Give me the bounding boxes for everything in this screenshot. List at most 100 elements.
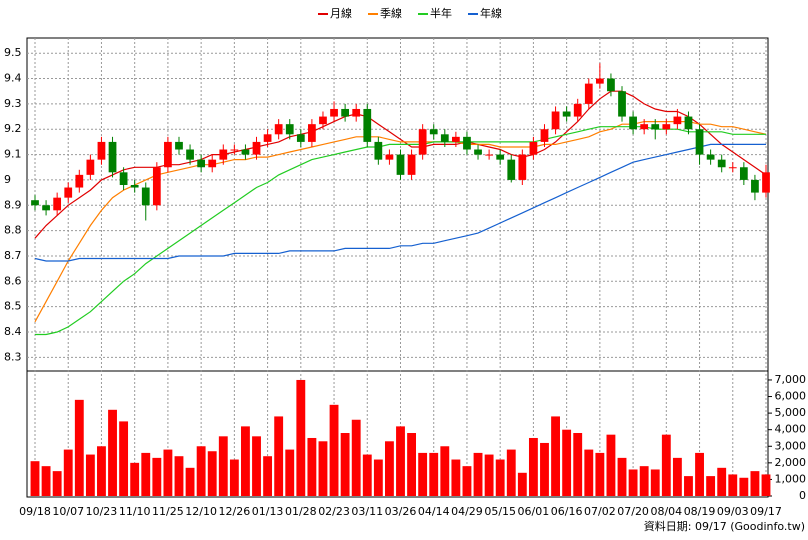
candle-body [263,134,272,142]
candle-body [108,141,117,173]
volume-bar [495,459,505,496]
volume-bar [684,476,693,496]
volume-bar [473,452,483,496]
y2-tick-label: 0 [799,489,806,502]
volume-bar [562,429,572,496]
y-tick-label: 9.4 [4,72,22,85]
candle-body [64,187,73,198]
volume-bar [595,452,605,496]
legend-label: 年線 [480,6,502,20]
candle-body [629,116,637,130]
candle-body [717,159,726,168]
volume-bar [85,454,95,496]
candle-body [673,116,682,125]
volume-bar [484,454,494,496]
x-tick-label: 03/26 [385,505,417,518]
candle-body [319,116,327,125]
candle-body [119,172,128,185]
candle-body [97,141,106,160]
candle-body [607,78,615,92]
x-tick-label: 03/11 [351,505,383,518]
y2-tick-label: 5,000 [775,406,807,419]
candle-body [385,154,394,160]
candle-body [330,108,338,117]
y-tick-label: 9.2 [4,122,22,135]
x-tick-label: 02/23 [318,505,350,518]
candle-body [429,129,438,135]
candle-body [695,129,704,155]
volume-bar [373,459,383,496]
x-tick-label: 12/10 [185,505,217,518]
candle-body [274,124,283,135]
x-tick-label: 11/25 [152,505,184,518]
volume-bar [274,416,284,496]
candle-body [418,129,427,155]
candle-body [308,124,316,142]
candle-body [352,108,361,117]
candle-body [651,124,660,130]
y2-tick-label: 3,000 [775,439,807,452]
y2-tick-label: 2,000 [775,456,807,469]
y2-tick-label: 4,000 [775,423,807,436]
x-tick-label: 10/07 [52,505,84,518]
volume-bar [517,472,527,496]
candle-body [739,167,748,180]
y-tick-label: 9.5 [4,46,22,59]
candle-body [474,149,482,155]
candle-body [241,149,250,155]
ma-line [34,143,766,262]
volume-bar [108,409,117,496]
candle-body [186,149,194,160]
candle-body [285,124,294,135]
volume-bar [30,461,40,496]
volume-bar [63,449,73,496]
x-tick-label: 06/16 [551,505,583,518]
volume-bar [351,419,361,496]
y-tick-label: 8.7 [4,249,22,262]
volume-bar [185,467,195,496]
volume-bar [462,466,472,496]
candle-body [130,184,139,188]
volume-bar [307,437,317,496]
candle-body [440,134,449,142]
y-tick-label: 9 [4,173,11,186]
volume-bar [384,441,394,496]
volume-bar [163,449,173,496]
volume-bar [52,471,62,496]
x-tick-label: 01/13 [252,505,284,518]
volume-bar [739,477,749,496]
x-tick-label: 09/03 [717,505,749,518]
volume-bar [661,434,671,496]
volume-bar [141,452,151,496]
volume-bar [41,466,51,496]
candle-body [141,187,150,206]
candle-body [208,159,217,168]
y2-tick-label: 7,000 [775,373,807,386]
candle-body [396,154,405,175]
volume-bar [706,476,716,496]
volume-bar [97,446,106,496]
volume-bar [119,421,129,496]
x-tick-label: 11/10 [119,505,151,518]
candle-body [152,167,161,206]
candle-body [53,197,62,211]
candle-body [175,141,183,150]
y-tick-label: 8.3 [4,350,22,363]
y2-tick-label: 6,000 [775,390,807,403]
volume-bar [229,459,239,496]
candle-body [363,108,372,142]
volume-bar [440,446,450,496]
volume-bar [252,436,261,496]
candle-body [42,205,50,211]
candle-body [584,83,593,104]
candle-body [573,103,582,117]
candle-body [507,159,516,180]
volume-bar [318,441,328,496]
x-tick-label: 09/18 [19,505,51,518]
volume-bar [218,436,228,496]
candle-body [463,136,471,150]
candle-body [562,111,571,117]
candle-body [496,154,505,160]
volume-bar [285,449,295,496]
candle-body [540,129,549,142]
